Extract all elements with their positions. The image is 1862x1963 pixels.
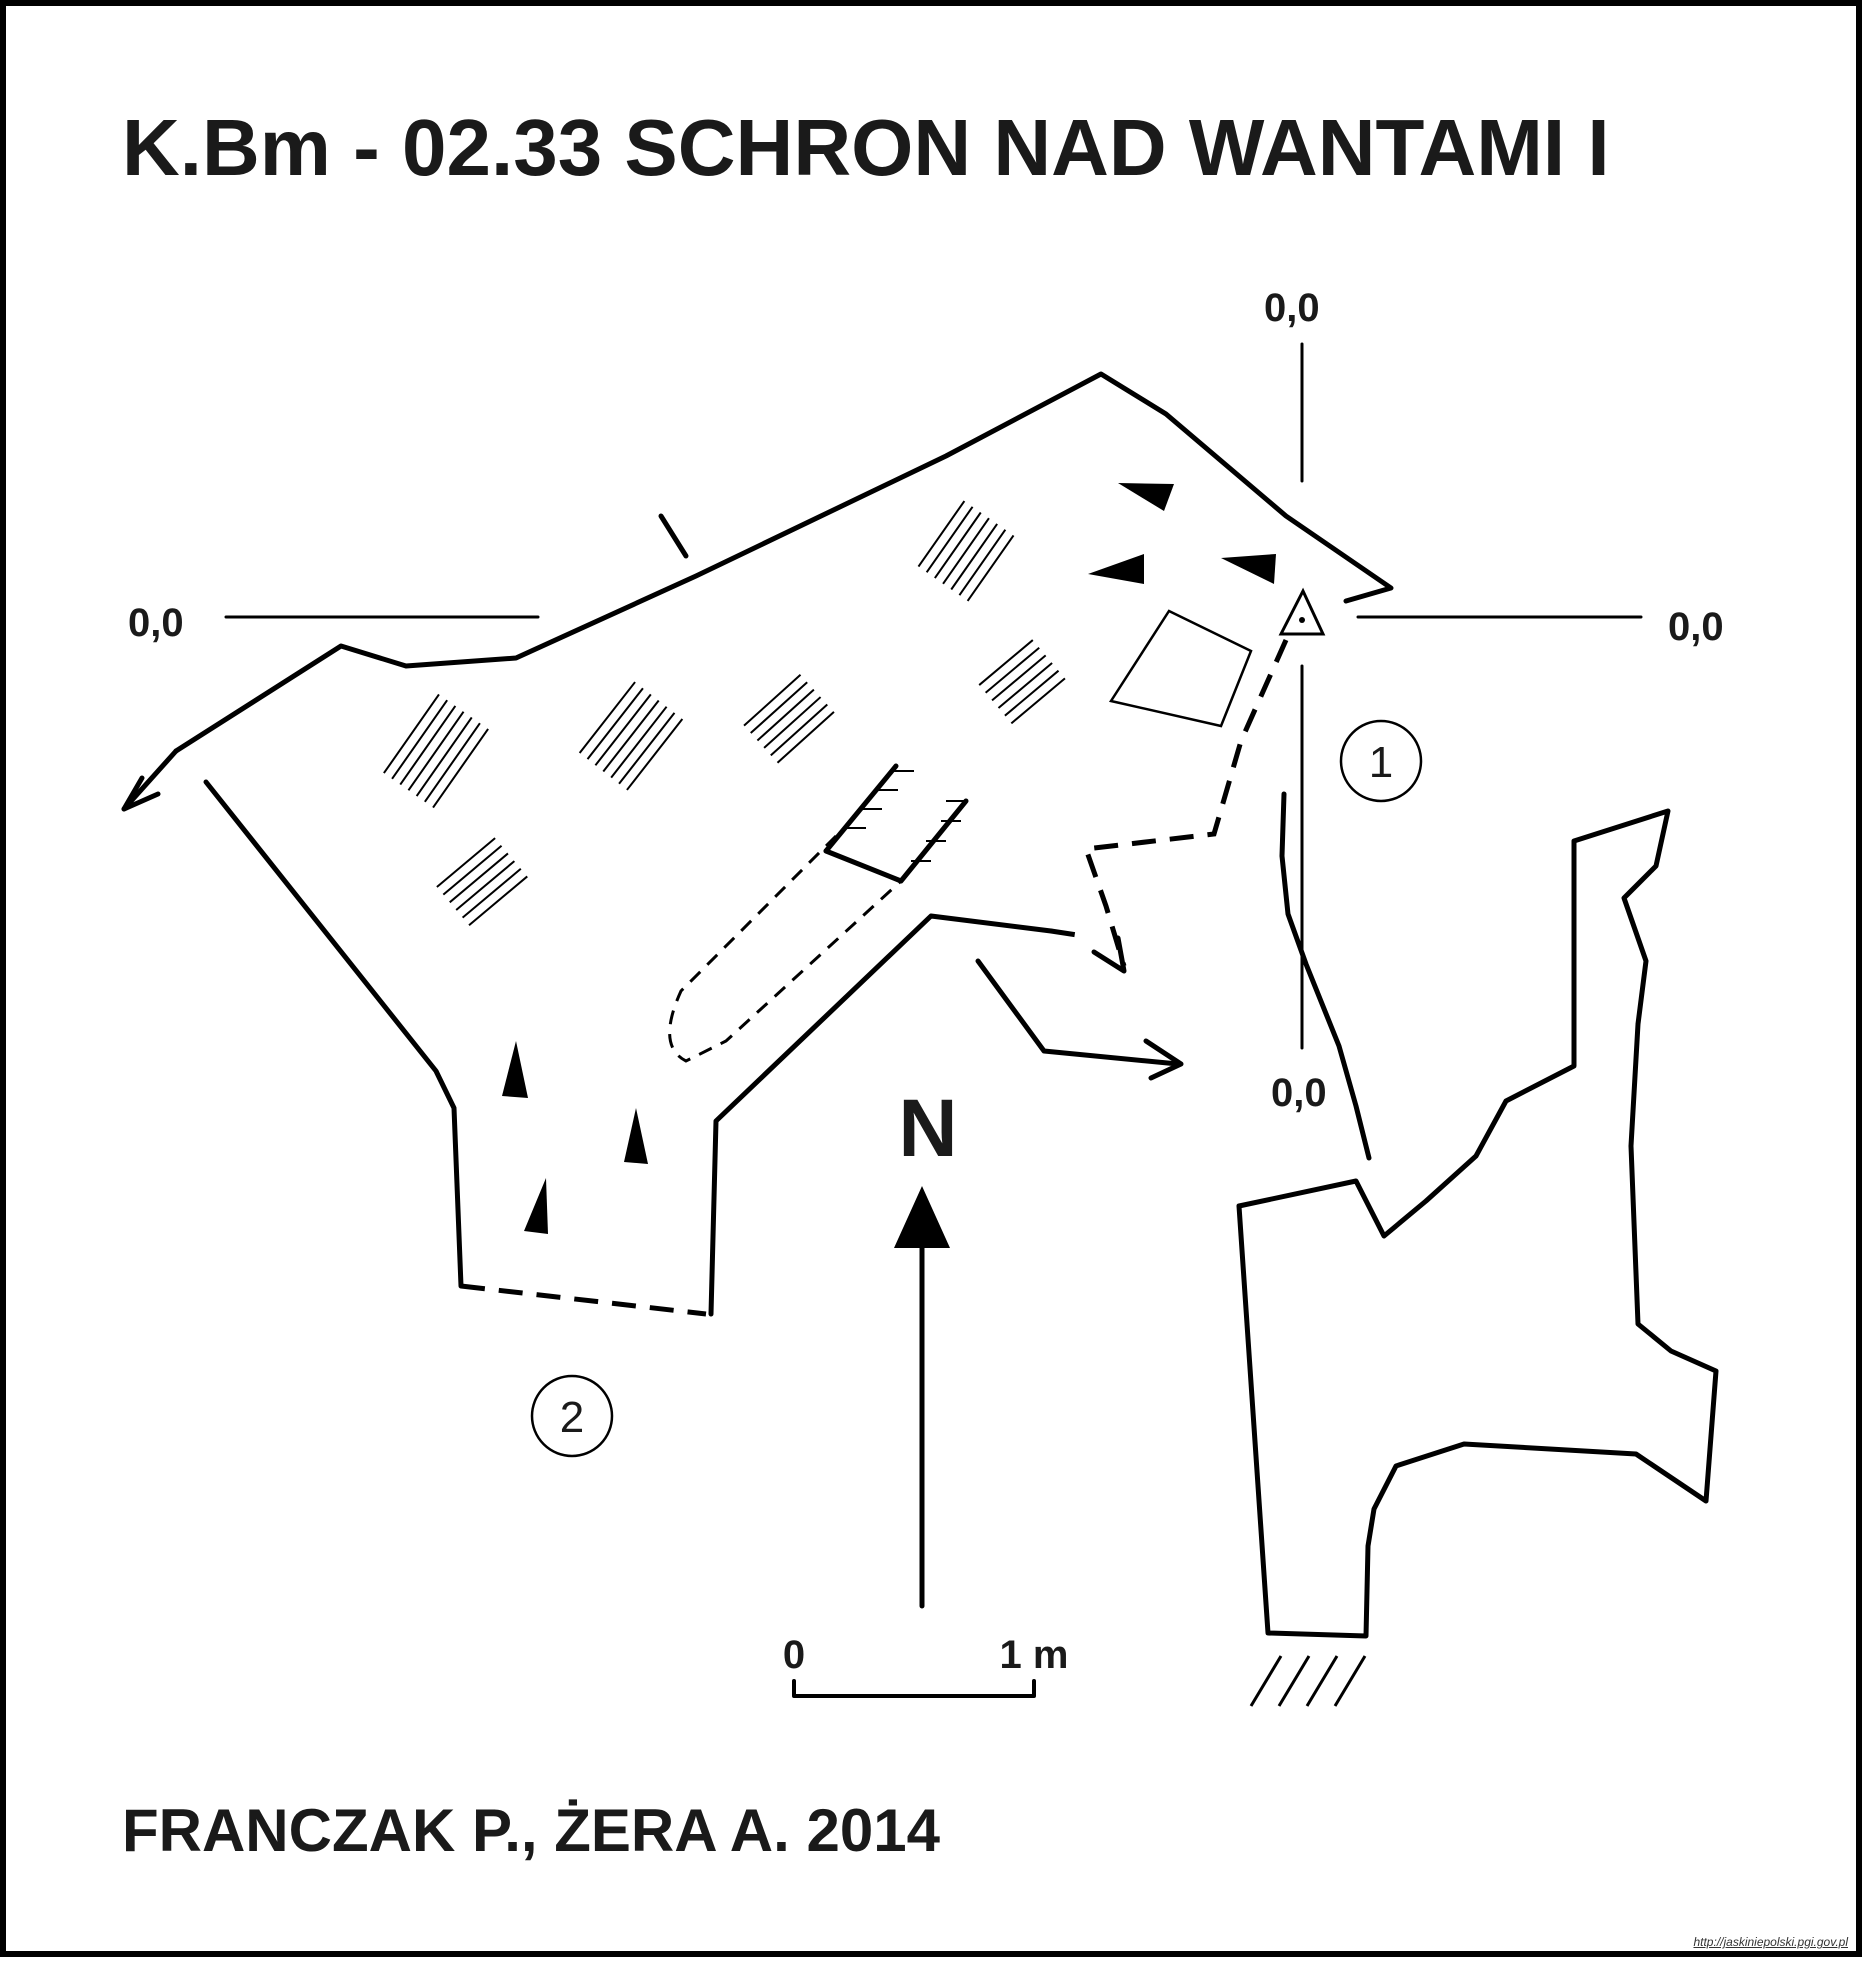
section-tick [658,513,689,559]
scale-bar: 0 1 m [783,1633,1069,1698]
plan-outline-lower [203,779,464,1289]
section-label-bottom: 0,0 [1271,1071,1327,1115]
marker-two-label: 2 [560,1393,584,1442]
scale-start-label: 0 [783,1633,805,1677]
survey-station-dot [1299,617,1305,623]
profile-floor-hatching [1249,1655,1367,1707]
boulder-block [1108,609,1253,728]
step-edge-2 [823,763,899,854]
survey-station-icon [1278,587,1326,636]
step-edge [823,798,969,884]
north-arrow: N [894,1083,958,1609]
step-ticks [846,770,966,862]
rubble-hatching [383,500,1066,927]
profile-outline [1279,791,1372,1161]
cross-section-profile [1236,791,1719,1707]
passage-arrowhead [1091,935,1127,974]
cave-survey-diagram: 0,0 0,0 0,0 0,0 1 2 N 0 1 m [121,286,1724,1707]
plan-outline-lower-right [708,913,1054,1317]
marker-two: 2 [530,1374,614,1458]
source-link[interactable]: http://jaskiniepolski.pgi.gov.pl [1693,1935,1848,1949]
marker-two-circle [530,1374,614,1458]
marker-one-circle [1339,719,1423,803]
lower-exit-line [975,958,1181,1067]
marker-one: 1 [1339,719,1423,803]
dashed-passage [1082,638,1289,967]
lower-exit-arrowhead [1143,1038,1184,1081]
cave-plan [121,371,1394,1317]
north-arrowhead-icon [894,1186,950,1248]
inclined-shaft [668,834,903,1063]
left-exit-arrow [121,748,179,812]
scale-bar-line [792,1679,1036,1698]
page-title: K.Bm - 02.33 SCHRON NAD WANTAMI I [122,103,1610,192]
authors-credit: FRANCZAK P., ŻERA A. 2014 [122,1797,940,1864]
marker-one-label: 1 [1369,738,1393,787]
north-label: N [898,1083,957,1174]
plan-outline [173,371,1394,754]
section-label-top: 0,0 [1264,286,1320,330]
section-label-right: 0,0 [1668,605,1724,649]
profile-shape [1236,808,1719,1639]
section-lines [224,342,1643,1050]
dashed-edge [1050,928,1085,939]
left-exit-arrowhead [121,775,161,812]
slope-wedges [502,483,1276,1234]
scale-end-label: 1 m [1000,1633,1069,1677]
section-label-left: 0,0 [128,601,184,645]
entrance-dashed-line [460,1283,707,1317]
